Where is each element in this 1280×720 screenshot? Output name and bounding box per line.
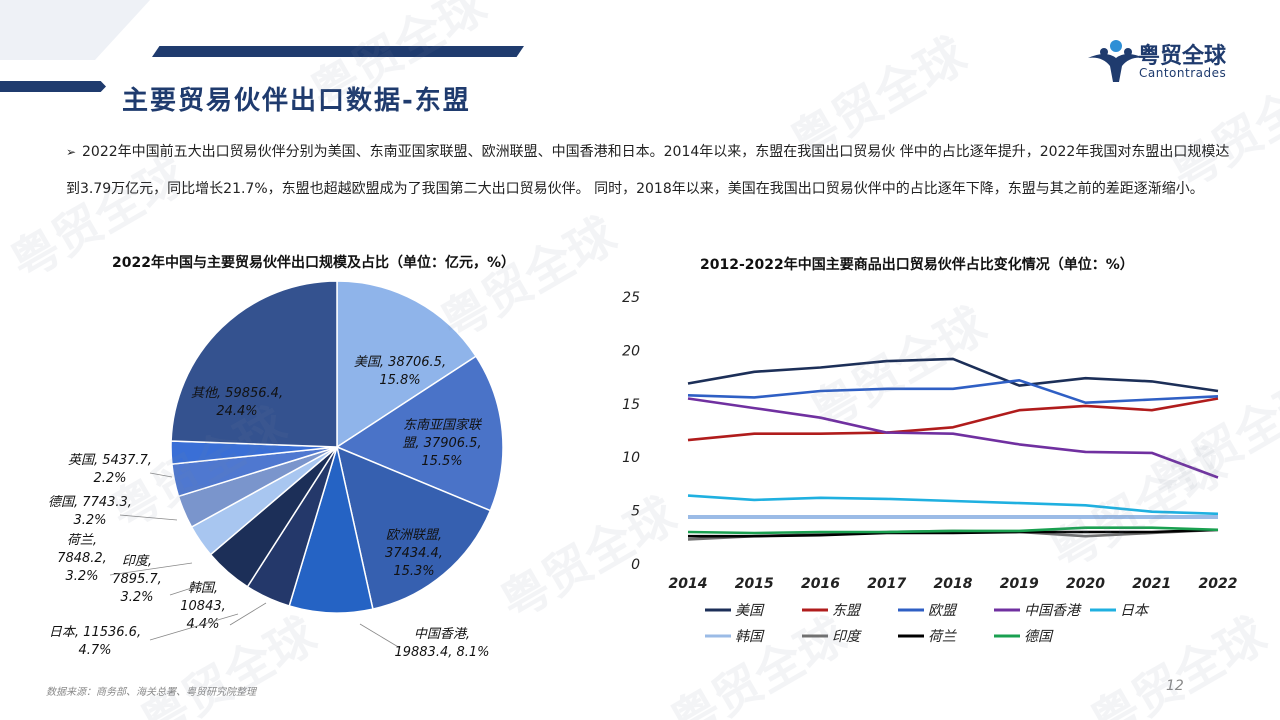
pie-data-label: 10843, bbox=[180, 599, 226, 614]
series-line-德国 bbox=[687, 526, 1219, 535]
pie-leader-line bbox=[109, 562, 193, 576]
pie-data-label: 4.7% bbox=[78, 643, 111, 658]
pie-data-label: 3.2% bbox=[120, 590, 153, 605]
x-tick-label: 2018 bbox=[934, 576, 973, 592]
pie-data-label: 其他, 59856.4, bbox=[191, 386, 283, 401]
page-number: 12 bbox=[1166, 678, 1184, 694]
x-tick-label: 2015 bbox=[735, 576, 774, 592]
pie-data-label: 15.8% bbox=[379, 373, 420, 388]
y-tick-label: 10 bbox=[622, 450, 640, 466]
line-chart: 0 5 10 15 20 25 2014 2015 2016 2017 2018 2019 2020 20… bbox=[622, 290, 1238, 645]
series-line-美国 bbox=[687, 357, 1219, 393]
x-tick-label: 2019 bbox=[1000, 576, 1039, 592]
series-line-欧盟 bbox=[687, 379, 1219, 404]
corner-decoration bbox=[0, 0, 150, 60]
series-line-荷兰 bbox=[688, 528, 1219, 538]
series-line-日本 bbox=[687, 494, 1219, 516]
header-left-bar bbox=[0, 81, 106, 92]
pie-data-label: 19883.4, 8.1% bbox=[394, 645, 489, 660]
y-tick-label: 5 bbox=[631, 504, 640, 520]
x-tick-label: 2021 bbox=[1132, 576, 1171, 592]
pie-slice-欧洲联盟 bbox=[335, 445, 492, 610]
pie-data-label: 印度, bbox=[122, 554, 152, 569]
series-line-东盟 bbox=[687, 397, 1219, 442]
legend-label: 欧盟 bbox=[928, 603, 958, 619]
legend-label: 日本 bbox=[1120, 603, 1150, 619]
pie-leader-line bbox=[229, 602, 267, 626]
pie-data-label: 中国香港, bbox=[414, 627, 470, 642]
pie-data-label: 24.4% bbox=[216, 404, 257, 419]
pie-data-label: 日本, 11536.6, bbox=[49, 625, 141, 640]
x-tick-label: 2017 bbox=[867, 576, 906, 592]
pie-chart-title: 2022年中国与主要贸易伙伴出口规模及占比（单位：亿元，%） bbox=[112, 255, 515, 271]
pie-data-label: 韩国, bbox=[188, 581, 218, 596]
pie-data-label: 7848.2, bbox=[57, 551, 107, 566]
pie-data-label: 15.3% bbox=[393, 564, 434, 579]
header-top-bar bbox=[152, 46, 524, 57]
data-source-note: 数据来源：商务部、海关总署、粤贸研究院整理 bbox=[46, 687, 256, 698]
pie-leader-line bbox=[169, 581, 211, 596]
legend-label: 荷兰 bbox=[928, 629, 957, 645]
legend-label: 韩国 bbox=[735, 629, 765, 645]
legend-label: 美国 bbox=[735, 603, 765, 619]
pie-data-label: 东南亚国家联 bbox=[403, 417, 483, 433]
logo-text-cn: 粤贸全球 bbox=[1138, 44, 1227, 69]
pie-data-label: 荷兰, bbox=[67, 533, 97, 548]
pie-data-label: 美国, 38706.5, bbox=[354, 355, 446, 370]
legend-label: 德国 bbox=[1024, 629, 1054, 645]
pie-data-label: 欧洲联盟, bbox=[386, 528, 442, 543]
pie-slice-东南亚国家联盟 bbox=[335, 355, 504, 512]
y-tick-label: 20 bbox=[622, 343, 640, 359]
legend-label: 中国香港 bbox=[1024, 603, 1082, 619]
x-tick-label: 2014 bbox=[669, 576, 708, 592]
pie-data-label: 37434.4, bbox=[385, 546, 443, 561]
pie-data-label: 3.2% bbox=[73, 513, 106, 528]
bullet-arrow-icon: ➢ bbox=[66, 145, 77, 159]
pie-data-label: 15.5% bbox=[421, 454, 462, 469]
pie-data-label: 2.2% bbox=[93, 471, 126, 486]
pie-slice-其他 bbox=[170, 280, 338, 448]
pie-chart: 美国, 38706.5, 15.8% 东南亚国家联盟, 37906.5, 15.5% 欧… bbox=[48, 280, 504, 660]
legend-label: 印度 bbox=[832, 629, 862, 645]
x-tick-label: 2016 bbox=[801, 576, 840, 592]
pie-leader-line bbox=[149, 613, 239, 641]
y-tick-label: 25 bbox=[622, 290, 640, 306]
pie-slice-美国 bbox=[336, 280, 478, 449]
page-title: 主要贸易伙伴出口数据-东盟 bbox=[122, 86, 471, 116]
pie-leader-line bbox=[149, 472, 173, 478]
y-tick-label: 0 bbox=[631, 557, 640, 573]
legend-label: 东盟 bbox=[832, 603, 862, 619]
cantontrades-logo-icon bbox=[1088, 40, 1144, 82]
pie-data-label: 盟, 37906.5, bbox=[402, 436, 481, 451]
summary-paragraph: ➢ 2022年中国前五大出口贸易伙伴分别为美国、东南亚国家联盟、欧洲联盟、中国香港… bbox=[66, 134, 1236, 208]
pie-data-label: 英国, 5437.7, bbox=[68, 453, 152, 468]
summary-text: 2022年中国前五大出口贸易伙伴分别为美国、东南亚国家联盟、欧洲联盟、中国香港和… bbox=[66, 144, 1230, 197]
series-line-中国香港 bbox=[687, 397, 1219, 479]
line-chart-title: 2012-2022年中国主要商品出口贸易伙伴占比变化情况（单位：%） bbox=[700, 257, 1134, 273]
pie-data-label: 德国, 7743.3, bbox=[48, 495, 132, 510]
logo-text-en: Cantontrades bbox=[1139, 66, 1227, 80]
pie-data-label: 7895.7, bbox=[112, 572, 162, 587]
pie-leader-line bbox=[359, 623, 401, 649]
y-tick-label: 15 bbox=[622, 397, 640, 413]
x-tick-label: 2022 bbox=[1199, 576, 1238, 592]
pie-data-label: 3.2% bbox=[65, 569, 98, 584]
pie-leader-line bbox=[119, 514, 178, 521]
x-tick-label: 2020 bbox=[1066, 576, 1105, 592]
